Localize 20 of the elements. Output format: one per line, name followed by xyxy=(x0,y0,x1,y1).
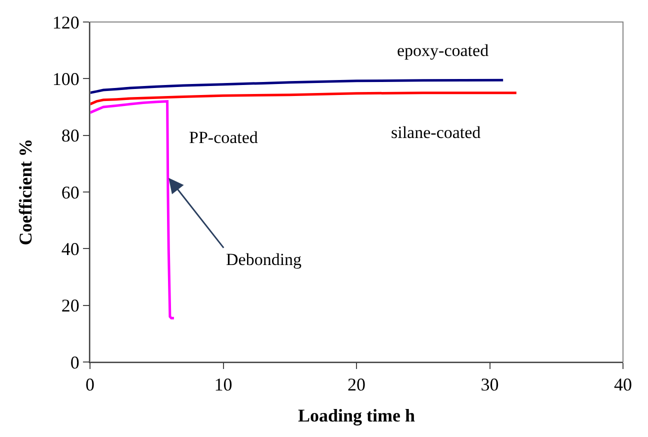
x-tick-label: 40 xyxy=(614,374,632,395)
y-tick-label: 40 xyxy=(61,238,80,259)
x-tick-label: 30 xyxy=(480,374,499,395)
y-tick-label: 60 xyxy=(61,182,80,202)
line-series xyxy=(90,78,504,94)
y-tick-label: 20 xyxy=(61,296,80,316)
x-tick-label: 20 xyxy=(348,374,366,395)
y-axis-title: Coefficient % xyxy=(16,138,36,246)
series-label: silane-coated xyxy=(391,123,482,142)
series-label: epoxy-coated xyxy=(397,41,490,60)
line-series xyxy=(90,92,518,106)
y-tick-label: 0 xyxy=(70,352,80,372)
x-axis-title: Loading time h xyxy=(298,406,416,426)
annotation: Debonding xyxy=(226,250,302,269)
x-tick-label: 10 xyxy=(214,374,232,395)
y-tick-label: 120 xyxy=(52,12,80,32)
series-label: PP-coated xyxy=(189,128,258,147)
y-tick-label: 100 xyxy=(52,68,80,89)
x-tick-label: 0 xyxy=(86,374,94,395)
y-tick-label: 80 xyxy=(61,126,80,146)
